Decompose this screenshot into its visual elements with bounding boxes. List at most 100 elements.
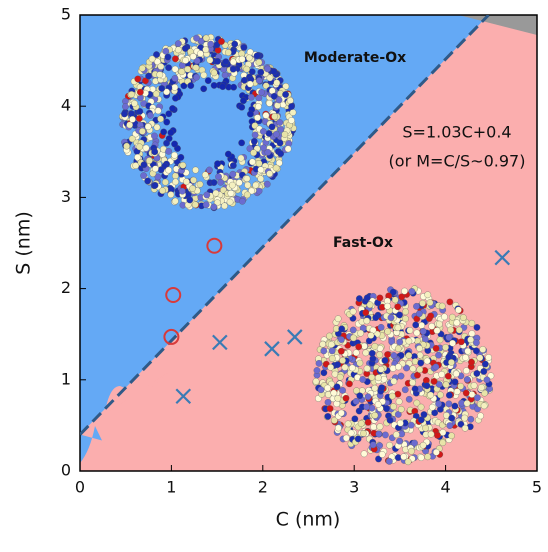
particle-atom — [405, 352, 413, 359]
particle-atom — [427, 312, 435, 320]
particle-atom — [247, 110, 254, 118]
particle-atom — [190, 176, 197, 184]
particle-atom — [383, 405, 390, 412]
particle-atom — [204, 77, 212, 84]
particle-atom — [167, 191, 175, 198]
particle-atom — [129, 116, 136, 123]
particle-atom — [397, 405, 405, 413]
particle-atom — [182, 57, 189, 64]
particle-atom — [252, 181, 260, 189]
particle-atom — [171, 197, 179, 205]
annotation: S=1.03C+0.4 — [402, 123, 511, 142]
particle-atom — [128, 110, 135, 118]
particle-atom — [346, 380, 353, 388]
particle-atom — [380, 375, 388, 383]
particle-atom — [382, 431, 389, 439]
point — [494, 249, 511, 266]
particle-atom — [266, 74, 274, 82]
particle-atom — [270, 68, 278, 75]
particle-atom — [401, 386, 409, 394]
particle-atom — [164, 53, 172, 61]
particle-atom — [417, 403, 425, 411]
particle-atom — [248, 187, 255, 195]
particle-atom — [210, 203, 218, 211]
particle-atom — [339, 387, 346, 394]
particle-atom — [324, 413, 332, 420]
particle-atom — [142, 144, 150, 152]
particle-atom — [420, 411, 428, 418]
particle-atom — [160, 128, 168, 136]
particle-atom — [255, 160, 263, 167]
particle-atom — [462, 354, 469, 361]
particle-atom — [386, 458, 393, 465]
particle-atom — [326, 332, 333, 340]
plot-frame — [79, 14, 538, 472]
region-bump — [102, 371, 170, 441]
particle-atom — [214, 160, 221, 168]
particle-atom — [441, 313, 448, 321]
x-tick-label: 4 — [441, 478, 451, 497]
particle-atom — [225, 49, 232, 56]
particle-atom — [435, 381, 443, 388]
particle-atom — [151, 132, 158, 140]
particle-atom — [193, 73, 200, 81]
particle-atom — [266, 170, 273, 178]
particle-atom — [478, 384, 485, 391]
region-bump — [80, 426, 102, 463]
particle-atom — [404, 458, 412, 466]
particle-atom — [375, 455, 382, 463]
particle-atom — [485, 354, 492, 361]
particle-atom — [144, 123, 152, 131]
particle-atom — [258, 88, 265, 96]
particle-atom — [468, 319, 476, 327]
particle-atom — [284, 145, 292, 153]
particle-atom — [455, 306, 462, 314]
point — [165, 286, 182, 303]
particle-atom — [186, 196, 194, 204]
particle-atom — [212, 189, 220, 197]
particle-atom — [178, 187, 186, 195]
particle-atom — [337, 347, 345, 355]
particle-atom — [273, 79, 281, 87]
particle-atom — [462, 389, 470, 397]
particle-atom — [378, 384, 386, 392]
particle-atom — [214, 57, 221, 65]
point — [175, 388, 192, 404]
particle-atom — [448, 414, 456, 422]
particle-atom — [270, 92, 278, 100]
particle-atom — [439, 429, 447, 436]
particle-atom — [210, 69, 218, 77]
particle-atom — [282, 91, 289, 98]
particle-atom — [405, 337, 413, 345]
particle-atom — [432, 345, 440, 352]
particle-atom — [214, 46, 222, 54]
particle-atom — [334, 315, 342, 323]
particle-atom — [467, 415, 475, 423]
particle-atom — [247, 93, 255, 101]
particle-atom — [229, 65, 237, 73]
particle-atom — [439, 439, 447, 447]
x-tick-label: 0 — [75, 478, 85, 497]
particle-atom — [163, 118, 171, 126]
point — [212, 334, 228, 351]
particle-atom — [411, 385, 419, 393]
particle-atom — [153, 51, 160, 58]
particle-atom — [435, 320, 443, 328]
particle-atom — [470, 382, 478, 389]
particle-atom — [477, 412, 484, 420]
particle-atom — [172, 172, 179, 180]
particle-atom — [446, 298, 454, 306]
particle-atom — [122, 103, 129, 110]
particle-atom — [206, 166, 213, 174]
particle-atom — [453, 388, 461, 396]
point — [287, 329, 303, 345]
particle-atom — [271, 113, 279, 120]
particle-atom — [400, 453, 408, 461]
particle-atom — [390, 403, 397, 410]
particle-atom — [240, 97, 247, 105]
particle-atom — [264, 148, 272, 156]
particle-atom — [231, 40, 239, 48]
particle-atom — [457, 420, 465, 428]
particle-atom — [206, 56, 214, 64]
particle-atom — [445, 353, 453, 361]
